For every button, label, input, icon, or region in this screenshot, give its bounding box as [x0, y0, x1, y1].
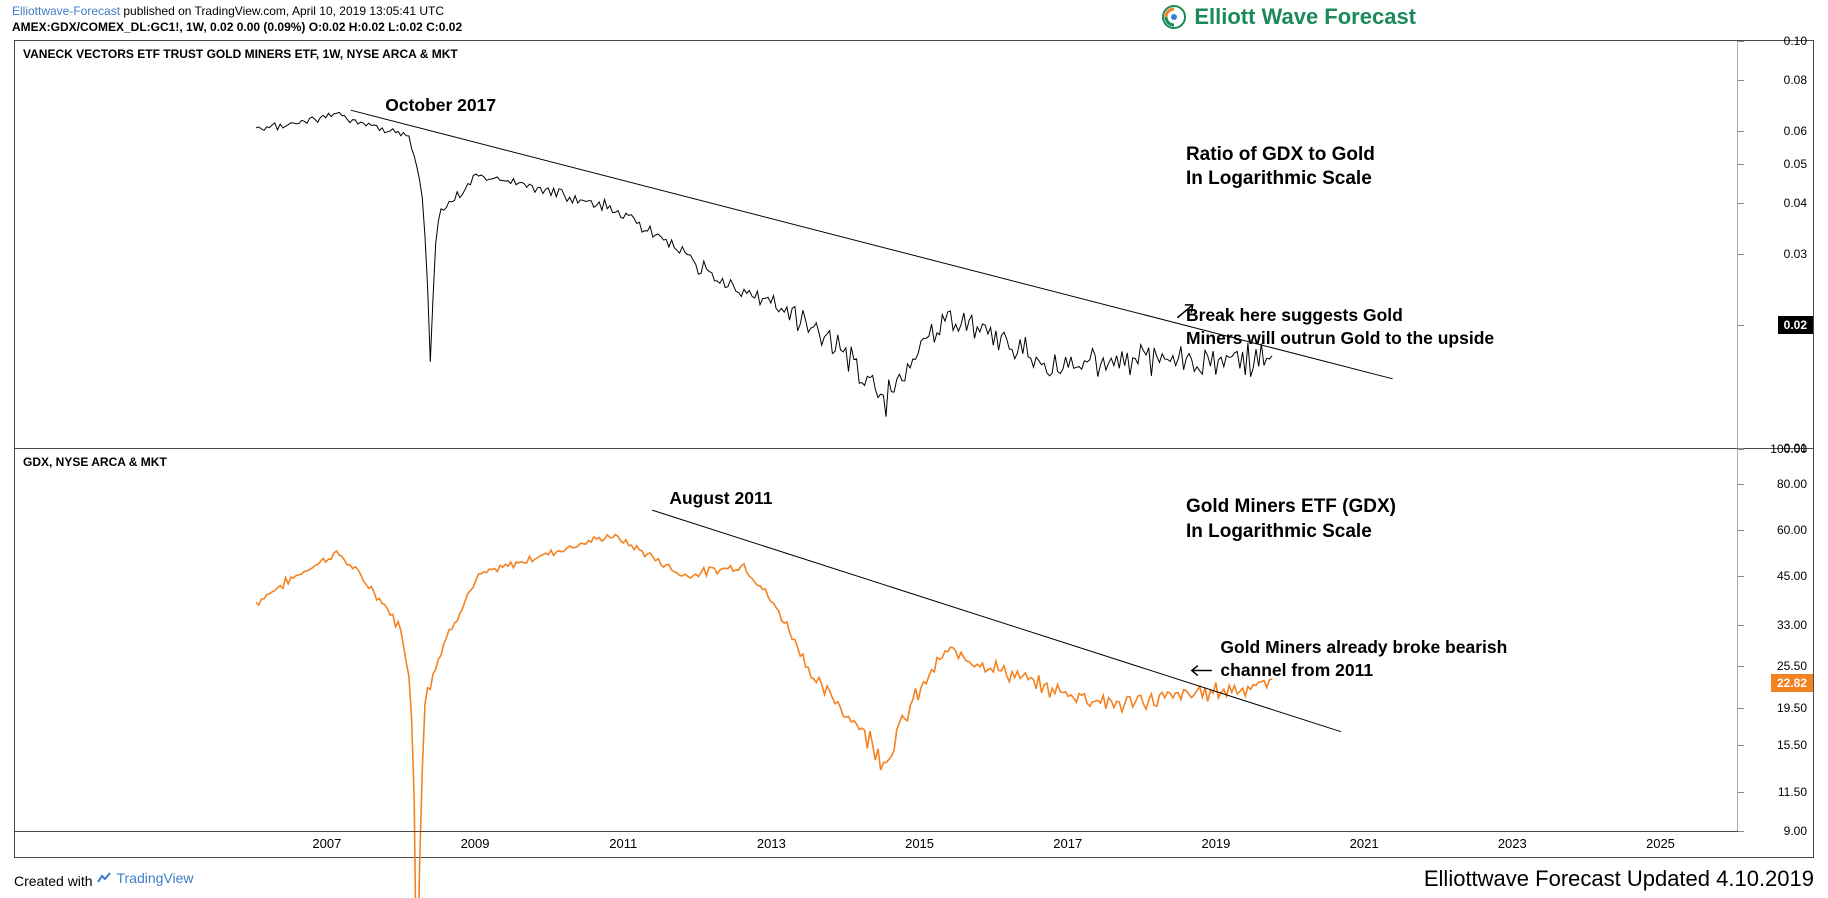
- ytick-label: 60.00: [1777, 523, 1807, 537]
- ytick-label: 0.08: [1784, 73, 1807, 87]
- header: Elliottwave-Forecast published on Tradin…: [0, 0, 1828, 36]
- chart-annotation: Gold Miners already broke bearishchannel…: [1220, 636, 1507, 682]
- price-badge: 22.82: [1771, 674, 1813, 692]
- ytick-label: 33.00: [1777, 618, 1807, 632]
- ytick-label: 0.04: [1784, 196, 1807, 210]
- chart-annotation: October 2017: [385, 94, 496, 117]
- chart-annotation: Gold Miners ETF (GDX)In Logarithmic Scal…: [1186, 495, 1396, 544]
- ytick-label: 100.00: [1770, 442, 1807, 456]
- chart-svg-top: [15, 41, 1737, 448]
- xtick-label: 2015: [905, 836, 934, 851]
- xtick-label: 2009: [461, 836, 490, 851]
- ytick-label: 19.50: [1777, 701, 1807, 715]
- pub-text: published on TradingView.com, April 10, …: [120, 4, 444, 18]
- publication-line: Elliottwave-Forecast published on Tradin…: [12, 4, 462, 18]
- created-label: Created with: [14, 873, 96, 889]
- author-link[interactable]: Elliottwave-Forecast: [12, 4, 120, 18]
- xtick-label: 2021: [1350, 836, 1379, 851]
- ytick-label: 80.00: [1777, 477, 1807, 491]
- xtick-label: 2011: [609, 836, 637, 851]
- arrow-icon: [1192, 666, 1212, 676]
- footer: Created with TradingView Elliottwave For…: [14, 866, 1814, 892]
- ytick-label: 11.50: [1778, 785, 1807, 799]
- xaxis: 2007 2009 2011 2013 2015 2017 2019 2021 2023 2025: [15, 831, 1738, 857]
- symbol-line: AMEX:GDX/COMEX_DL:GC1!, 1W, 0.02 0.00 (0…: [12, 20, 462, 34]
- tradingview-text: TradingView: [116, 870, 193, 886]
- header-left: Elliottwave-Forecast published on Tradin…: [12, 4, 462, 34]
- ytick-label: 15.50: [1777, 738, 1807, 752]
- brand-logo: Elliott Wave Forecast: [1162, 4, 1416, 30]
- chart-container: VANECK VECTORS ETF TRUST GOLD MINERS ETF…: [14, 40, 1814, 858]
- price-line: [256, 112, 1272, 416]
- ytick-label: 0.03: [1784, 247, 1807, 261]
- xtick-label: 2025: [1646, 836, 1675, 851]
- tradingview-link[interactable]: TradingView: [96, 870, 193, 886]
- ytick-label: 0.10: [1784, 34, 1807, 48]
- ytick-label: 0.05: [1784, 157, 1807, 171]
- chart-pane-bottom[interactable]: GDX, NYSE ARCA & MKT August 2011Gold Min…: [15, 449, 1738, 831]
- xtick-label: 2007: [312, 836, 341, 851]
- update-text: Elliottwave Forecast Updated 4.10.2019: [1424, 866, 1814, 892]
- created-with: Created with TradingView: [14, 870, 194, 889]
- ytick-label: 9.00: [1784, 824, 1807, 838]
- ytick-label: 25.50: [1777, 659, 1807, 673]
- ytick-label: 45.00: [1777, 569, 1807, 583]
- xtick-label: 2013: [757, 836, 786, 851]
- xtick-label: 2017: [1053, 836, 1082, 851]
- price-badge: 0.02: [1778, 316, 1813, 334]
- tradingview-icon: [96, 870, 112, 886]
- chart-pane-top[interactable]: VANECK VECTORS ETF TRUST GOLD MINERS ETF…: [15, 41, 1738, 449]
- brand-icon: [1162, 5, 1186, 29]
- chart-annotation: Ratio of GDX to GoldIn Logarithmic Scale: [1186, 143, 1375, 192]
- chart-annotation: Break here suggests GoldMiners will outr…: [1186, 304, 1494, 350]
- yaxis-top: 0.010.020.030.040.050.060.080.100.02: [1738, 41, 1813, 449]
- xtick-label: 2023: [1498, 836, 1527, 851]
- chart-annotation: August 2011: [669, 487, 772, 510]
- yaxis-bottom: 9.0011.5015.5019.5025.5033.0045.0060.008…: [1738, 449, 1813, 831]
- brand-text: Elliott Wave Forecast: [1194, 4, 1416, 30]
- xtick-label: 2019: [1201, 836, 1230, 851]
- ytick-label: 0.06: [1784, 124, 1807, 138]
